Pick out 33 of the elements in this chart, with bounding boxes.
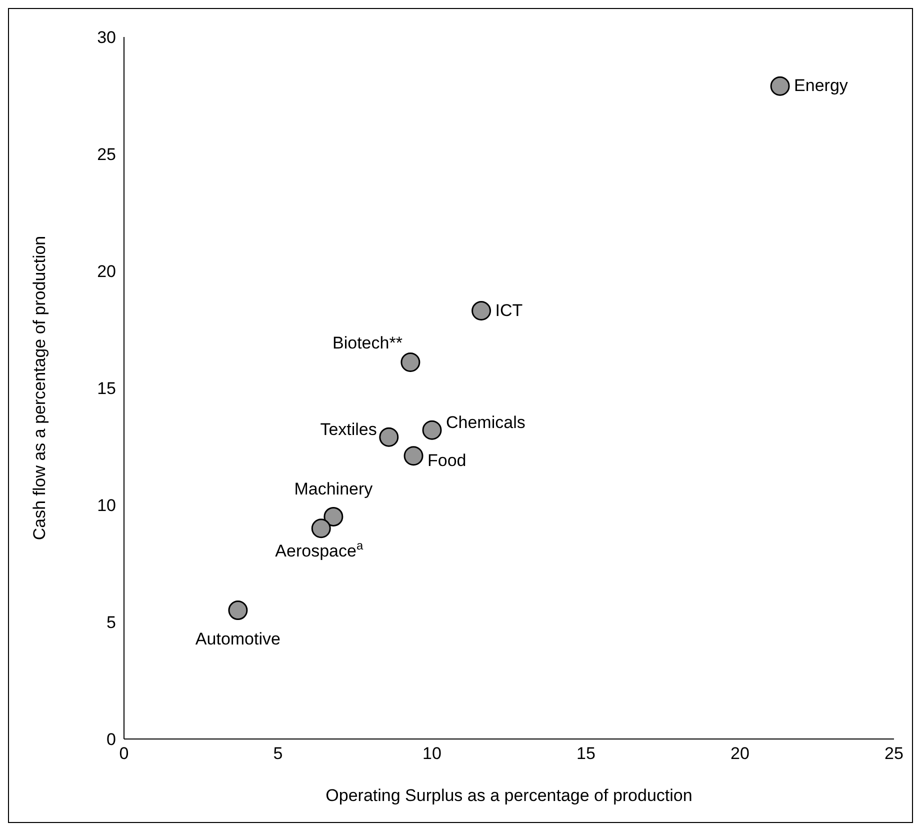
x-tick-label: 0	[119, 744, 129, 764]
data-label: Automotive	[195, 629, 280, 648]
point	[324, 506, 344, 526]
data-label: Machinery	[294, 480, 374, 499]
point	[422, 420, 442, 440]
data-label: Chemicals	[446, 413, 526, 432]
x-tick-label: 5	[273, 744, 283, 764]
x-tick-label: 25	[884, 744, 904, 764]
y-tick-label: 20	[97, 262, 116, 282]
y-tick-label: 30	[97, 28, 116, 48]
x-tick-label: 20	[730, 744, 750, 764]
x-tick-label: 10	[422, 744, 442, 764]
data-label: Textiles	[320, 420, 377, 440]
x-tick-label: 15	[576, 744, 596, 764]
data-label: Aerospace$^{a}$	[275, 538, 364, 560]
point	[404, 446, 424, 466]
x-axis-title: Operating Surplus as a percentage of production	[326, 786, 692, 805]
data-label: Biotech**	[332, 333, 403, 352]
point	[472, 301, 492, 321]
point	[400, 352, 420, 372]
data-label: Energy	[794, 76, 848, 96]
y-tick-label: 10	[97, 496, 116, 516]
y-tick-label: 0	[106, 730, 116, 750]
y-tick-label: 5	[106, 613, 116, 632]
point	[228, 600, 248, 620]
y-axis-title: Cash flow as a percentage of production	[30, 236, 50, 540]
y-tick-label: 15	[97, 379, 116, 398]
point	[379, 427, 399, 447]
data-label: ICT	[495, 300, 523, 320]
data-label: Food	[428, 450, 466, 470]
point	[311, 518, 331, 538]
y-tick-label: 25	[97, 145, 116, 164]
point	[770, 76, 790, 96]
